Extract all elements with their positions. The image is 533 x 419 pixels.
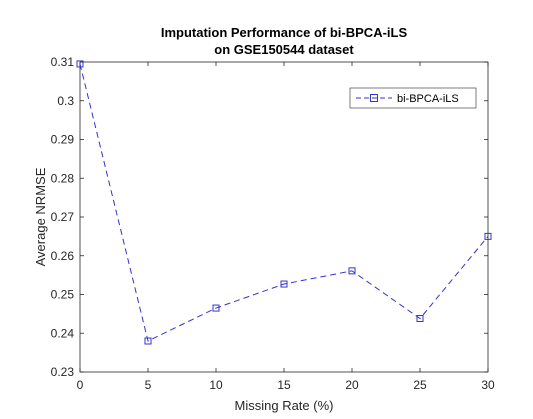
- data-point-marker: [144, 337, 152, 345]
- y-tick-label: 0.3: [57, 94, 74, 108]
- chart-title-line-2: on GSE150544 dataset: [214, 42, 354, 57]
- y-axis-ticks: 0.23 0.24 0.25 0.26 0.27 0.28 0.29 0.3 0.31: [51, 55, 488, 379]
- x-axis-ticks: 0 5 10 15 20 25 30: [77, 62, 495, 392]
- x-tick-label: 25: [413, 378, 427, 392]
- data-point-marker: [212, 304, 220, 312]
- chart-title-line-1: Imputation Performance of bi-BPCA-iLS: [161, 25, 408, 40]
- y-tick-label: 0.24: [51, 326, 75, 340]
- x-tick-label: 15: [277, 378, 291, 392]
- data-point-marker: [348, 267, 356, 275]
- data-point-marker: [76, 60, 84, 68]
- x-tick-label: 10: [209, 378, 223, 392]
- legend-entry-label: bi-BPCA-iLS: [397, 93, 459, 105]
- plot-area: [79, 61, 489, 373]
- legend: bi-BPCA-iLS: [349, 87, 477, 109]
- series-line: [79, 63, 489, 342]
- legend-box: [349, 87, 477, 109]
- y-tick-label: 0.27: [51, 210, 75, 224]
- x-axis-label: Missing Rate (%): [235, 398, 334, 413]
- y-tick-label: 0.23: [51, 365, 75, 379]
- y-tick-label: 0.31: [51, 55, 75, 69]
- data-point-marker: [280, 280, 288, 288]
- y-tick-label: 0.26: [51, 249, 75, 263]
- x-tick-label: 20: [345, 378, 359, 392]
- legend-marker-square: [370, 94, 378, 102]
- data-point-marker: [416, 315, 424, 323]
- y-tick-label: 0.25: [51, 288, 75, 302]
- x-tick-label: 5: [145, 378, 152, 392]
- y-tick-label: 0.28: [51, 171, 75, 185]
- y-axis-label: Average NRMSE: [33, 167, 48, 266]
- x-tick-label: 0: [77, 378, 84, 392]
- series-layer: [76, 60, 492, 345]
- x-tick-label: 30: [481, 378, 495, 392]
- y-tick-label: 0.29: [51, 133, 75, 147]
- data-point-marker: [484, 232, 492, 240]
